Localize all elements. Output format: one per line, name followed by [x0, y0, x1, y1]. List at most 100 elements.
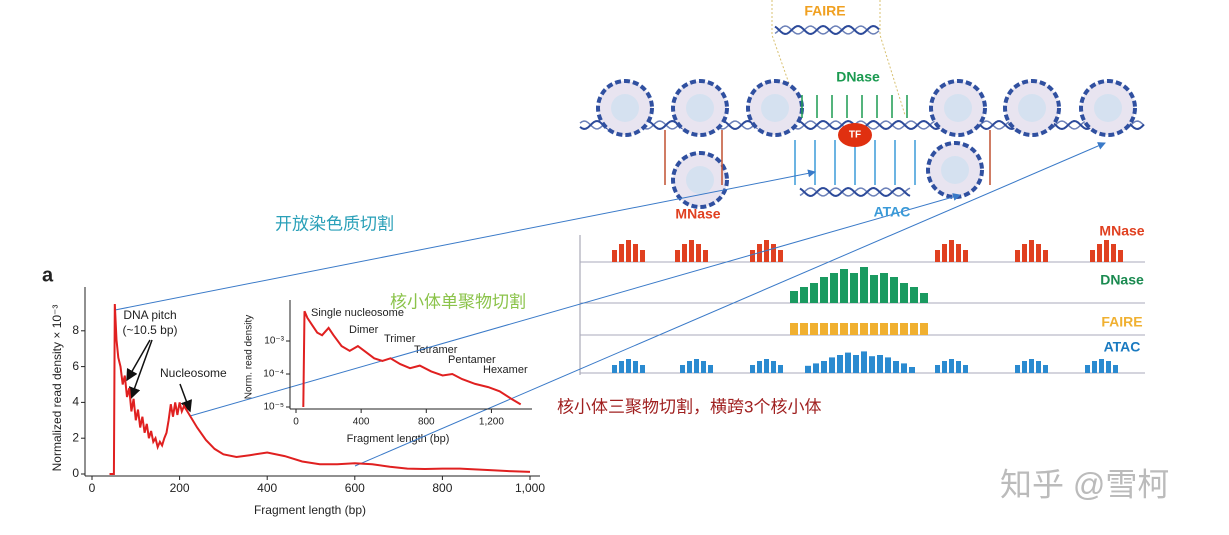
track-bar — [956, 244, 961, 262]
y-tick-label: 8 — [72, 323, 79, 337]
track-bar — [1015, 365, 1020, 373]
track-bar — [840, 323, 848, 335]
note: 核小体三聚物切割，横跨3个核小体 — [557, 397, 821, 416]
track-bar — [626, 359, 631, 373]
track-bar — [845, 352, 851, 373]
track-bar — [680, 365, 685, 373]
track-bar — [920, 293, 928, 303]
track-bar — [853, 355, 859, 373]
track-bar — [893, 361, 899, 373]
track-bar — [750, 365, 755, 373]
track-bar — [870, 275, 878, 303]
track-bar — [880, 273, 888, 303]
track-bar — [619, 244, 624, 262]
x-tick-label: 200 — [170, 481, 190, 495]
track-bar — [1022, 361, 1027, 373]
track-bar — [778, 250, 783, 262]
track-bar — [750, 250, 755, 262]
diagram — [579, 0, 1145, 375]
track-bar — [1015, 250, 1020, 262]
histone — [944, 94, 972, 122]
label: MNase — [1099, 223, 1144, 239]
y-axis-label: Normalized read density × 10⁻³ — [50, 305, 64, 472]
y-tick-label: 10⁻⁴ — [263, 369, 284, 380]
track-bar — [935, 250, 940, 262]
connector-lines — [114, 142, 1106, 467]
track-bar — [790, 291, 798, 303]
track-bar — [1043, 365, 1048, 373]
track-bar — [1036, 244, 1041, 262]
track-bar — [885, 357, 891, 373]
track-bar — [949, 359, 954, 373]
track-bar — [1097, 244, 1102, 262]
track-bar — [935, 365, 940, 373]
x-tick-label: 600 — [345, 481, 365, 495]
annotation: Dimer — [349, 324, 379, 336]
track-bar — [694, 359, 699, 373]
track-bar — [821, 361, 827, 373]
track-bar — [910, 287, 918, 303]
track-bar — [640, 250, 645, 262]
label: MNase — [675, 206, 720, 222]
track-bar — [861, 351, 867, 373]
track-bar — [790, 323, 798, 335]
label: TF — [849, 130, 861, 141]
track-bar — [910, 323, 918, 335]
track-bar — [860, 323, 868, 335]
annotation: Pentamer — [448, 354, 496, 366]
track-bar — [1022, 244, 1027, 262]
annotation: Tetramer — [414, 344, 458, 356]
panel-label: a — [42, 264, 54, 286]
track-bar — [1106, 361, 1111, 373]
track-bar — [708, 365, 713, 373]
y-tick-label: 2 — [72, 430, 79, 444]
track-bar — [1029, 240, 1034, 262]
track-bar — [1036, 361, 1041, 373]
note: 开放染色质切割 — [275, 214, 394, 233]
track-bar — [877, 355, 883, 373]
y-tick-label: 10⁻³ — [264, 336, 284, 347]
track-bar — [703, 250, 708, 262]
track-bar — [778, 365, 783, 373]
annotation: Hexamer — [483, 364, 528, 376]
track-bar — [633, 361, 638, 373]
track-bar — [810, 323, 818, 335]
track-bar — [900, 323, 908, 335]
histone — [1094, 94, 1122, 122]
track-bar — [956, 361, 961, 373]
track-bar — [687, 361, 692, 373]
dna — [774, 24, 880, 36]
track-bar — [870, 323, 878, 335]
track-bar — [1104, 240, 1109, 262]
x-tick-label: 1,200 — [479, 417, 504, 428]
track-bar — [689, 240, 694, 262]
track-bar — [675, 250, 680, 262]
y-tick-label: 6 — [72, 359, 79, 373]
track-bar — [829, 357, 835, 373]
track-bar — [612, 365, 617, 373]
track-bar — [810, 283, 818, 303]
track-bar — [830, 323, 838, 335]
annotation-arrows — [126, 339, 192, 413]
track-bar — [820, 277, 828, 303]
track-bar — [612, 250, 617, 262]
track-bar — [757, 361, 762, 373]
x-tick-label: 1,000 — [515, 481, 545, 495]
track-bar — [880, 323, 888, 335]
track-bar — [1092, 361, 1097, 373]
track-bar — [805, 365, 811, 373]
tf — [838, 123, 872, 147]
x-tick-label: 400 — [353, 417, 370, 428]
track-bar — [942, 361, 947, 373]
track-bar — [1111, 244, 1116, 262]
track-bar — [1085, 365, 1090, 373]
x-axis-label: Fragment length (bp) — [347, 433, 450, 445]
track-bar — [909, 367, 915, 373]
track-bar — [850, 323, 858, 335]
histone — [686, 166, 714, 194]
label: FAIRE — [1101, 314, 1142, 330]
label: DNase — [836, 69, 880, 85]
track-bar — [1118, 250, 1123, 262]
track-bar — [820, 323, 828, 335]
